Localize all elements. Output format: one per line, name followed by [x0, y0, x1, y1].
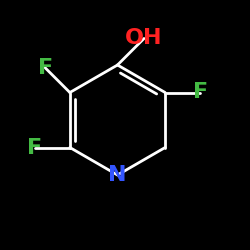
Text: F: F	[27, 138, 42, 158]
Text: F: F	[38, 58, 53, 78]
Text: N: N	[108, 165, 127, 185]
Text: OH: OH	[125, 28, 163, 48]
Text: F: F	[192, 82, 208, 102]
